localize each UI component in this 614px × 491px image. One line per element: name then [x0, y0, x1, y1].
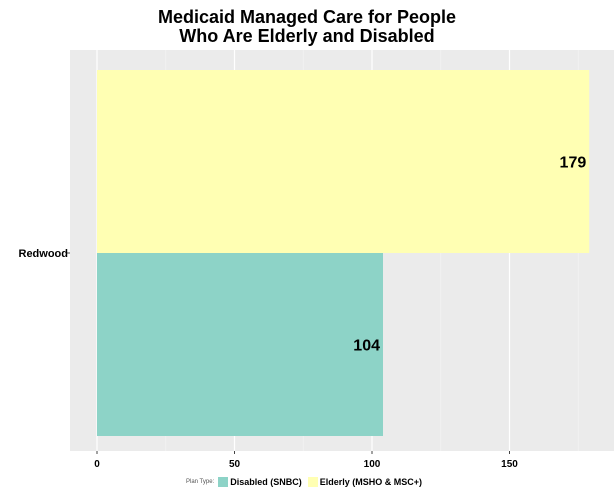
y-tick-label: Redwood [19, 248, 69, 260]
x-tick-label: 50 [229, 459, 241, 470]
legend-item-elderly: Elderly (MSHO & MSC+) [307, 477, 423, 487]
legend-item-disabled: Disabled (SNBC) [218, 477, 302, 487]
bar-elderly [97, 70, 590, 253]
data-label-elderly: 179 [560, 155, 587, 172]
bar-disabled [97, 253, 383, 436]
legend-label-disabled: Disabled (SNBC) [230, 477, 302, 487]
data-label-disabled: 104 [353, 338, 380, 355]
legend-label-elderly: Elderly (MSHO & MSC+) [319, 477, 423, 487]
chart-title-line-2: Who Are Elderly and Disabled [179, 26, 435, 46]
legend-swatch-disabled [218, 477, 229, 487]
legend-title: Plan Type: [185, 479, 215, 485]
x-tick-label: 100 [364, 459, 381, 470]
chart-title-line-1: Medicaid Managed Care for People [157, 7, 457, 27]
chart-title: Medicaid Managed Care for People Who Are… [0, 8, 614, 46]
x-tick-label: 0 [94, 459, 100, 470]
legend-swatch-elderly [307, 477, 318, 487]
legend: Plan Type: Disabled (SNBC) Elderly (MSHO… [0, 477, 614, 487]
x-tick-label: 150 [501, 459, 518, 470]
